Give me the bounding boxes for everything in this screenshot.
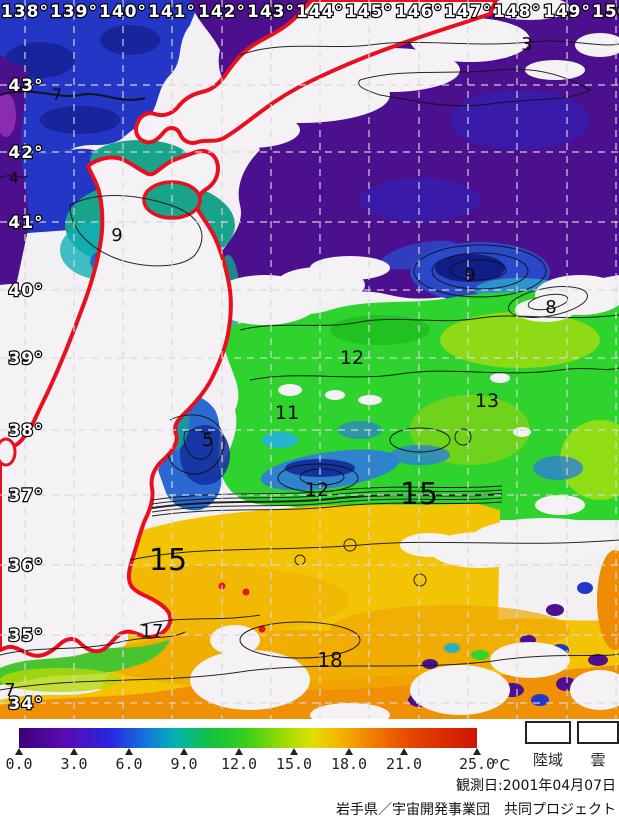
sst-annotation: 3 <box>521 34 532 55</box>
colorbar-tick-label: 15.0 <box>275 755 313 773</box>
lat-label: 43° <box>8 76 43 96</box>
sst-annotation: 11 <box>275 402 299 424</box>
graticule-grid <box>0 0 619 719</box>
legend-land-label: 陸域 <box>532 751 563 769</box>
latitude-labels: 43° 42° 41° 40° 39° 38° 37° 36° 35° 34° <box>7 75 44 715</box>
sst-annotation: 5 <box>202 429 214 451</box>
lon-label: 145° <box>345 2 393 22</box>
small-island <box>242 588 250 596</box>
sst-annotation: 17 <box>141 621 164 642</box>
sst-annotation: 12 <box>305 479 329 501</box>
observation-date: 観測日:2001年04月07日 <box>456 778 616 794</box>
footer-panel: 0.0 3.0 6.0 9.0 12.0 15.0 18.0 21.0 25.0… <box>0 719 619 820</box>
colorbar-tick <box>235 748 243 755</box>
lon-label: 150° <box>592 2 619 22</box>
lon-label: 140° <box>99 2 147 22</box>
lat-label: 34° <box>8 694 43 714</box>
lon-label: 146° <box>395 2 443 22</box>
sst-annotation: 13 <box>475 390 499 412</box>
lon-label: 144° <box>296 2 344 22</box>
temperature-contours <box>0 40 619 691</box>
sst-annotation: 7 <box>52 85 62 104</box>
sado-island <box>0 437 17 467</box>
lat-label: 39° <box>8 349 43 369</box>
sst-annotation: 9 <box>111 225 122 246</box>
colorbar-tick <box>400 748 408 755</box>
lon-label: 142° <box>198 2 246 22</box>
longitude-labels: 138° 139° 140° 141° 142° 143° 144° 145° … <box>0 1 619 23</box>
lat-label: 36° <box>8 556 43 576</box>
lat-label: 42° <box>8 143 43 163</box>
colorbar-tick <box>290 748 298 755</box>
lat-label: 37° <box>8 486 43 506</box>
colorbar-tick-label: 9.0 <box>170 755 198 773</box>
lat-label: 35° <box>8 626 43 646</box>
sst-annotation: 18 <box>317 648 342 672</box>
colorbar-tick <box>15 748 23 755</box>
colorbar-tick-label: 12.0 <box>220 755 258 773</box>
temperature-unit-label: °C <box>492 756 510 774</box>
colorbar-tick <box>70 748 78 755</box>
lon-label: 147° <box>444 2 492 22</box>
colorbar-tick-label: 6.0 <box>115 755 143 773</box>
sst-annotation: 4 <box>9 169 19 187</box>
colorbar-tick <box>345 748 353 755</box>
lon-label: 141° <box>148 2 196 22</box>
lon-label: 139° <box>50 2 98 22</box>
colorbar-tick <box>473 748 481 755</box>
colorbar-tick-label: 18.0 <box>330 755 368 773</box>
temperature-colorbar <box>19 728 477 748</box>
lon-label: 143° <box>247 2 295 22</box>
colorbar-tick <box>180 748 188 755</box>
small-island <box>258 625 266 633</box>
sst-annotation: 7 <box>4 680 15 701</box>
sst-map-canvas: 138° 139° 140° 141° 142° 143° 144° 145° … <box>0 0 619 727</box>
hokkaido-land <box>134 0 498 145</box>
lon-label: 138° <box>1 2 49 22</box>
sst-value-annotations: 3 7 4 9 9 8 12 13 11 5 12 15 15 17 18 7 <box>4 34 556 701</box>
colorbar-tick-label: 0.0 <box>5 755 33 773</box>
sst-annotation: 15 <box>149 543 187 578</box>
lat-label: 38° <box>8 421 43 441</box>
colorbar-tick-label: 25.0 <box>458 755 496 773</box>
lat-label: 40° <box>8 281 43 301</box>
sst-map: 138° 139° 140° 141° 142° 143° 144° 145° … <box>0 0 619 727</box>
lon-label: 149° <box>543 2 591 22</box>
colorbar-tick <box>125 748 133 755</box>
colorbar-tick-label: 3.0 <box>60 755 88 773</box>
colorbar-tick-label: 21.0 <box>385 755 423 773</box>
sst-annotation: 12 <box>340 347 364 369</box>
sst-annotation: 9 <box>464 265 475 286</box>
legend-cloud-label: 雲 <box>590 751 606 769</box>
project-credit: 岩手県／宇宙開発事業団 共同プロジェクト <box>336 802 616 818</box>
legend-land-box <box>525 721 571 744</box>
sst-annotation: 8 <box>545 297 556 318</box>
lat-label: 41° <box>8 213 43 233</box>
legend-cloud-box <box>577 721 619 744</box>
lon-label: 148° <box>493 2 541 22</box>
sst-annotation: 15 <box>400 477 438 512</box>
